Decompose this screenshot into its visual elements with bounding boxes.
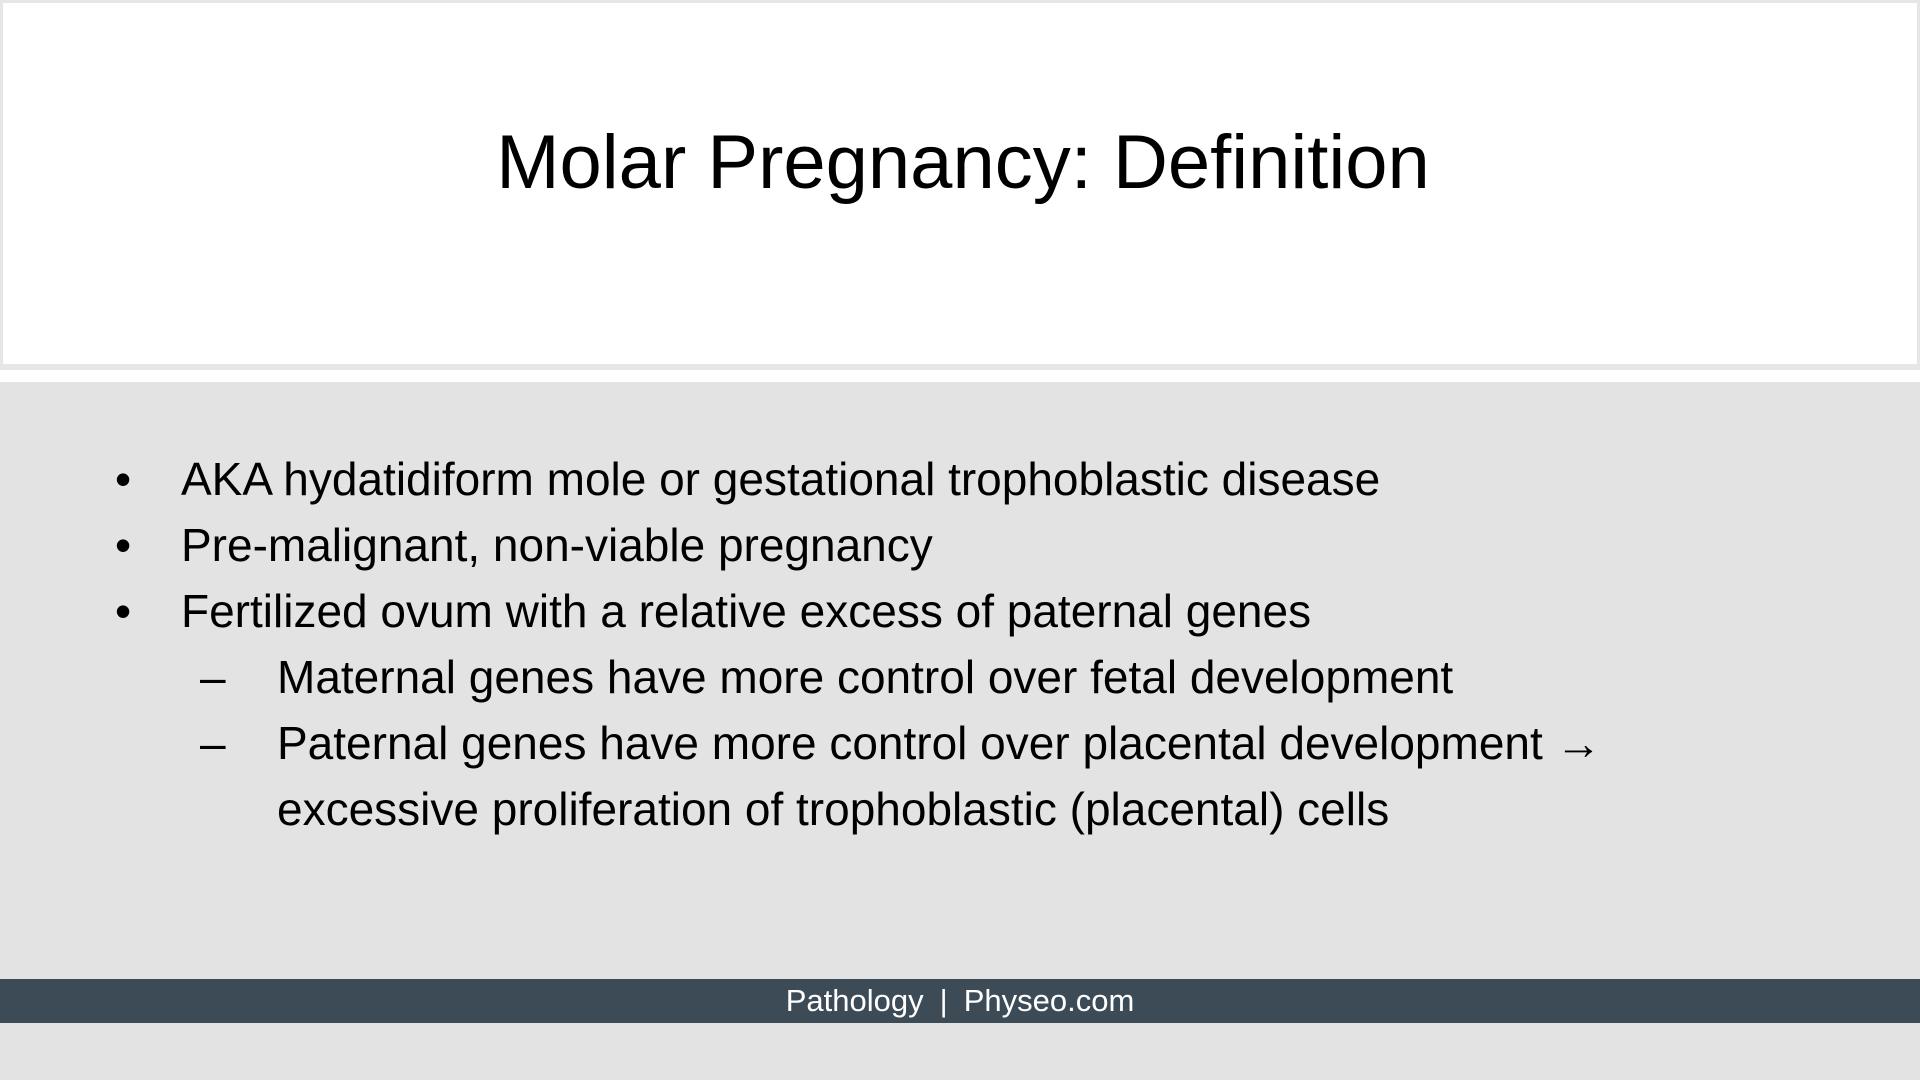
- sub-bullet-marker: –: [200, 651, 226, 703]
- title-area: Molar Pregnancy: Definition: [0, 0, 1920, 370]
- bullet-item: • AKA hydatidiform mole or gestational t…: [0, 446, 1920, 512]
- footer-site: Physeo.com: [963, 983, 1135, 1018]
- footer-subject: Pathology: [785, 983, 924, 1018]
- footer-bar: Pathology | Physeo.com: [0, 979, 1920, 1023]
- bullet-text: Fertilized ovum with a relative excess o…: [181, 585, 1312, 637]
- slide-body: • AKA hydatidiform mole or gestational t…: [0, 446, 1920, 842]
- bullet-text: AKA hydatidiform mole or gestational tro…: [181, 453, 1381, 505]
- slide-title: Molar Pregnancy: Definition: [496, 120, 1430, 205]
- sub-bullet-item: – Maternal genes have more control over …: [0, 644, 1677, 710]
- sub-bullet-text: Maternal genes have more control over fe…: [277, 651, 1454, 703]
- bullet-marker: •: [115, 585, 132, 637]
- bullet-item: • Fertilized ovum with a relative excess…: [0, 578, 1920, 644]
- footer-separator: |: [939, 983, 948, 1018]
- sub-bullet-marker: –: [200, 717, 226, 769]
- bullet-marker: •: [115, 453, 132, 505]
- divider: [0, 370, 1920, 382]
- bullet-item: • Pre-malignant, non-viable pregnancy: [0, 512, 1920, 578]
- bullet-marker: •: [115, 519, 132, 571]
- sub-bullet-item: – Paternal genes have more control over …: [0, 710, 1677, 842]
- sub-bullet-text: Paternal genes have more control over pl…: [277, 717, 1602, 835]
- bullet-text: Pre-malignant, non-viable pregnancy: [181, 519, 933, 571]
